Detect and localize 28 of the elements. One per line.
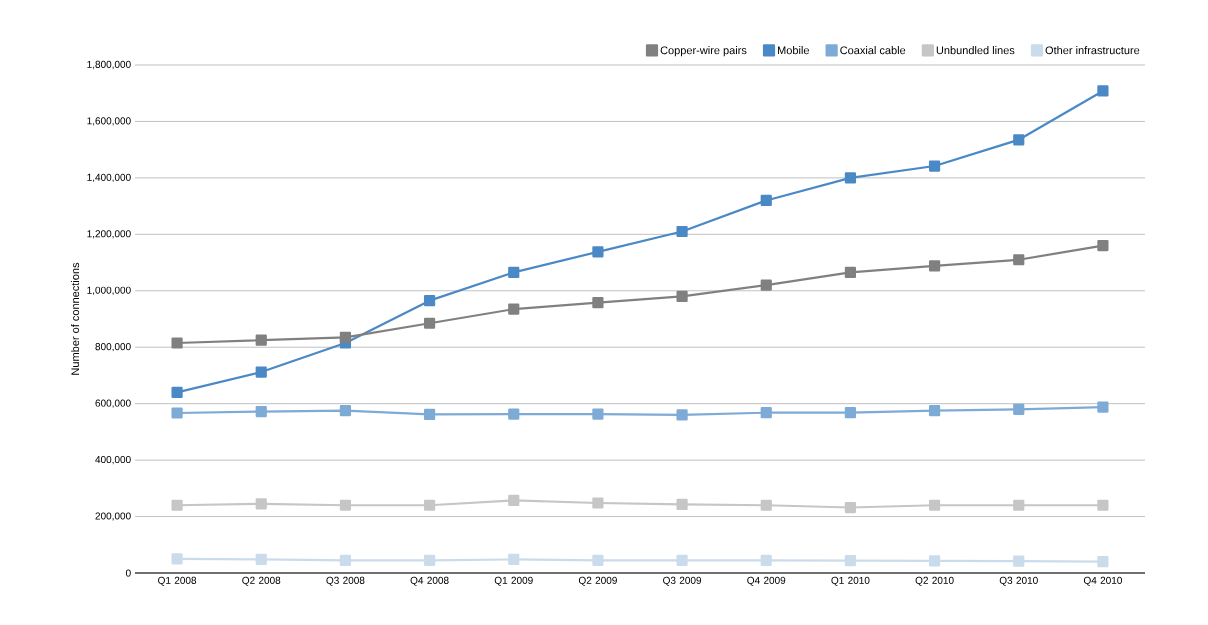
x-tick-label: Q1 2010 (831, 576, 870, 586)
y-axis-title: Number of connections (71, 262, 80, 375)
x-tick-label: Q4 2010 (1083, 576, 1122, 586)
x-tick-label: Q1 2008 (158, 576, 197, 586)
x-tick-label: Q4 2009 (747, 576, 786, 586)
legend-label: Mobile (778, 46, 810, 55)
y-tick-label: 600,000 (95, 399, 131, 408)
y-tick-label: 400,000 (95, 455, 131, 465)
y-tick-label: 1,200,000 (87, 230, 131, 239)
x-tick-label: Q2 2008 (242, 576, 281, 586)
y-tick-label: 1,800,000 (87, 60, 131, 70)
x-tick-label: Q4 2008 (410, 576, 449, 586)
x-tick-label: Q3 2009 (663, 576, 702, 586)
y-tick-label: 200,000 (95, 512, 131, 521)
x-tick-label: Q1 2009 (494, 576, 533, 586)
y-tick-label: 1,400,000 (87, 173, 131, 183)
y-tick-label: 800,000 (95, 343, 131, 352)
y-tick-label: 1,000,000 (87, 286, 131, 295)
legend-label: Copper-wire pairs (660, 46, 747, 57)
x-tick-label: Q3 2008 (326, 576, 365, 586)
legend-label: Coaxial cable (840, 46, 906, 55)
y-tick-label: 1,600,000 (87, 117, 131, 126)
legend-label: Other infrastructure (1045, 46, 1140, 55)
x-tick-label: Q3 2010 (999, 576, 1038, 586)
legend-label: Unbundled lines (936, 46, 1015, 55)
y-tick-label: 0 (125, 569, 131, 577)
x-tick-label: Q2 2010 (915, 576, 954, 586)
x-tick-label: Q2 2009 (578, 576, 617, 586)
